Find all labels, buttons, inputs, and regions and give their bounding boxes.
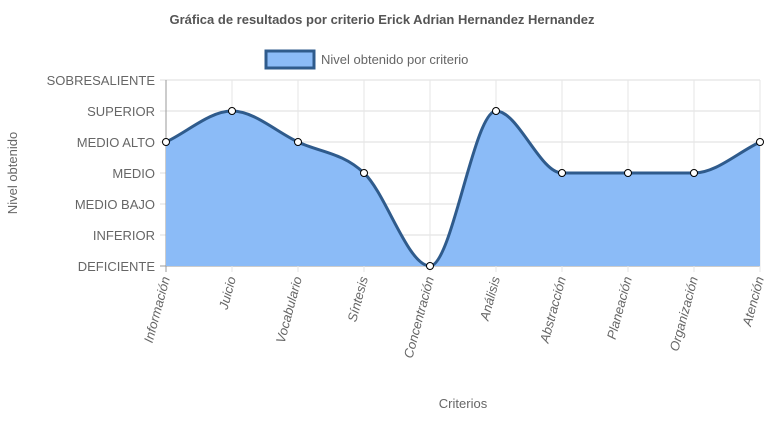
x-tick-label: Síntesis bbox=[344, 274, 371, 323]
data-point-8[interactable] bbox=[624, 169, 632, 177]
data-point-7[interactable] bbox=[558, 169, 566, 177]
x-tick-label: Abstracción bbox=[537, 275, 569, 345]
y-tick-label: MEDIO BAJO bbox=[75, 197, 155, 212]
series-line bbox=[165, 109, 761, 268]
plot-area bbox=[165, 109, 761, 268]
data-point-10[interactable] bbox=[756, 138, 764, 146]
y-tick-label: MEDIO bbox=[112, 166, 155, 181]
legend-label: Nivel obtenido por criterio bbox=[321, 52, 468, 67]
data-point-3[interactable] bbox=[294, 138, 302, 146]
x-tick-label: Planeación bbox=[604, 275, 635, 341]
data-point-1[interactable] bbox=[162, 138, 170, 146]
y-tick-label: MEDIO ALTO bbox=[77, 135, 155, 150]
y-tick-label: INFERIOR bbox=[93, 228, 155, 243]
x-tick-label: Vocabulario bbox=[273, 275, 305, 345]
y-tick-label: SOBRESALIENTE bbox=[47, 73, 156, 88]
y-tick-label: DEFICIENTE bbox=[78, 259, 156, 274]
y-tick-label: SUPERIOR bbox=[87, 104, 155, 119]
data-points bbox=[162, 107, 764, 270]
legend-swatch bbox=[264, 49, 316, 70]
y-tick-labels: DEFICIENTE INFERIOR MEDIO BAJO MEDIO MEDIO A… bbox=[47, 73, 156, 274]
x-tick-label: Concentración bbox=[401, 275, 437, 360]
legend[interactable]: Nivel obtenido por criterio bbox=[264, 49, 468, 70]
data-point-9[interactable] bbox=[690, 169, 698, 177]
x-axis-title: Criterios bbox=[439, 396, 488, 411]
data-point-5[interactable] bbox=[426, 262, 434, 270]
data-point-6[interactable] bbox=[492, 107, 500, 115]
x-tick-label: Análisis bbox=[477, 274, 503, 323]
x-tick-label: Información bbox=[141, 275, 173, 344]
x-tick-label: Juicio bbox=[216, 275, 239, 312]
data-point-4[interactable] bbox=[360, 169, 368, 177]
data-point-2[interactable] bbox=[228, 107, 236, 115]
chart-title: Gráfica de resultados por criterio Erick… bbox=[169, 12, 595, 27]
x-tick-labels: Información Juicio Vocabulario Síntesis Conc… bbox=[141, 274, 764, 359]
x-tick-label: Atención bbox=[739, 275, 764, 329]
x-tick-label: Organización bbox=[667, 275, 701, 353]
y-axis-title: Nivel obtenido bbox=[5, 132, 20, 214]
